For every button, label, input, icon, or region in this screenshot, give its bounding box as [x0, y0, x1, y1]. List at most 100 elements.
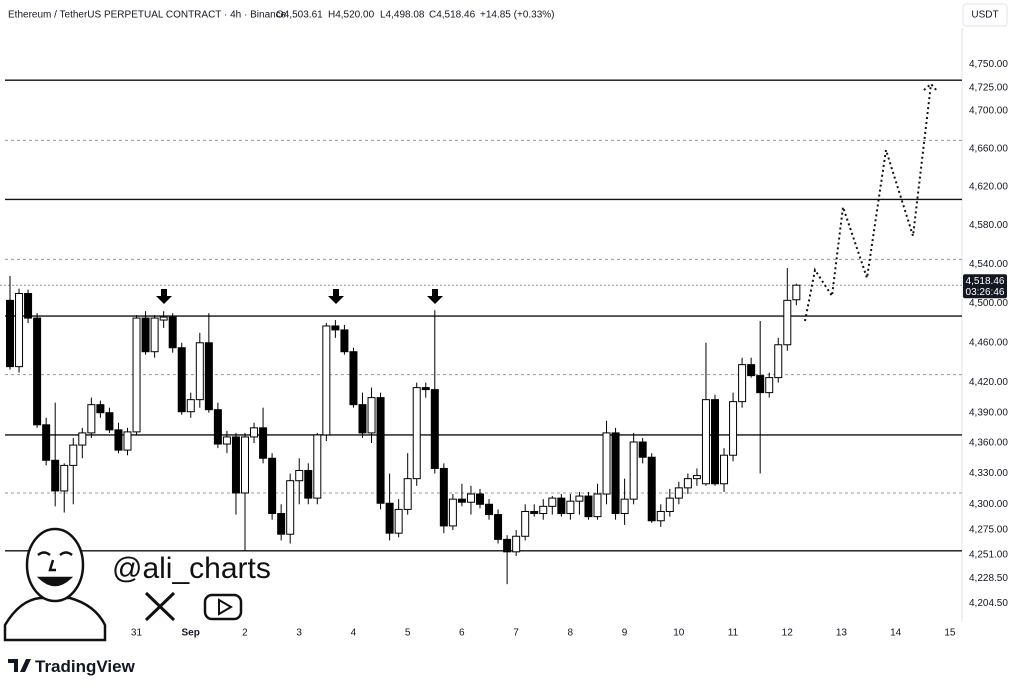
candle-body — [367, 397, 376, 434]
y-tick-label: 4,700.00 — [969, 106, 1008, 117]
y-tick-label: 4,228.50 — [969, 573, 1008, 584]
candle-body — [584, 495, 593, 518]
ohlc-open: O4,503.61 — [276, 10, 323, 21]
candle-body — [774, 344, 783, 379]
ohlc-low: L4,498.08 — [380, 10, 425, 21]
candle-body — [186, 399, 195, 413]
y-tick-label: 4,420.00 — [969, 377, 1008, 388]
x-tick-label: 8 — [568, 628, 574, 639]
last-price-box — [963, 274, 1007, 299]
projection-path — [804, 83, 932, 322]
candle-body — [738, 364, 747, 403]
candle-body — [222, 436, 231, 445]
tradingview-logo — [8, 659, 31, 672]
x-tick-label: 6 — [459, 628, 465, 639]
candle-body — [457, 498, 466, 503]
candle-body — [557, 497, 566, 515]
candle-body — [665, 497, 674, 512]
candle-body — [756, 375, 765, 394]
candle-body — [195, 342, 204, 401]
candle-body — [602, 432, 611, 495]
candle-body — [33, 317, 42, 426]
x-tick-label: 11 — [728, 628, 739, 639]
candle-body — [87, 404, 96, 434]
projection-arrowhead — [923, 82, 939, 93]
candle-body — [141, 317, 150, 353]
candle-body — [539, 505, 548, 515]
candle-body — [421, 387, 430, 391]
candle-body — [485, 503, 494, 516]
candle-body — [394, 508, 403, 534]
candle-body — [349, 351, 358, 406]
candle-body — [51, 459, 60, 492]
candle-body — [15, 292, 24, 368]
y-tick-label: 4,251.00 — [969, 550, 1008, 561]
candle-body — [792, 284, 801, 301]
youtube-play — [218, 598, 233, 616]
countdown-label: 03:26:46 — [966, 287, 1005, 298]
candle-body — [24, 292, 33, 319]
candle-body — [475, 493, 484, 505]
x-tick-label: 7 — [513, 628, 519, 639]
candle-body — [765, 377, 774, 394]
candle-body — [692, 475, 701, 480]
candle-body — [358, 404, 367, 434]
candle-body — [78, 432, 87, 446]
candle-body — [629, 441, 638, 500]
x-tick-label: 10 — [673, 628, 685, 639]
y-tick-label: 4,390.00 — [969, 407, 1008, 418]
candle-body — [611, 432, 620, 515]
ohlc-high: H4,520.00 — [328, 10, 375, 21]
x-tick-label: 4 — [351, 628, 357, 639]
x-tick-label: 15 — [944, 628, 956, 639]
x-logo — [144, 591, 176, 622]
candle-body — [575, 495, 584, 502]
symbol-title: Ethereum / TetherUS PERPETUAL CONTRACT ·… — [8, 10, 287, 21]
candle-body — [240, 436, 249, 494]
candle-body — [277, 513, 286, 535]
candles — [6, 268, 801, 585]
candle-body — [710, 399, 719, 485]
candle-body — [548, 497, 557, 507]
currency-label[interactable]: USDT — [971, 10, 998, 21]
candle-body — [340, 329, 349, 353]
y-tick-label: 4,580.00 — [969, 220, 1008, 231]
candle-body — [729, 401, 738, 456]
candle-body — [430, 389, 439, 469]
candle-body — [683, 478, 692, 489]
candle-body — [213, 409, 222, 445]
candle-body — [720, 454, 729, 485]
y-tick-label: 4,460.00 — [969, 337, 1008, 348]
last-price-label: 4,518.46 — [966, 276, 1005, 287]
candle-body — [783, 299, 792, 346]
candle-body — [286, 480, 295, 535]
candle-body — [566, 500, 575, 515]
candle-body — [701, 399, 710, 485]
candle-body — [521, 510, 530, 537]
candle-body — [313, 434, 322, 499]
candle-body — [412, 387, 421, 480]
currency-button[interactable] — [962, 3, 1008, 27]
candle-body — [747, 364, 756, 377]
y-tick-label: 4,660.00 — [969, 144, 1008, 155]
candle-body — [466, 493, 475, 503]
candle-body — [530, 510, 539, 515]
candle-body — [494, 514, 503, 540]
candle-body — [69, 444, 78, 466]
price-change: +14.85 (+0.33%) — [480, 10, 555, 21]
candle-body — [331, 325, 340, 331]
avatar-nose — [48, 559, 56, 572]
candle-body — [105, 412, 114, 431]
down-arrow — [427, 289, 443, 304]
x-tick-label: Sep — [182, 628, 200, 639]
candle-body — [295, 469, 304, 482]
x-tick-label: 14 — [890, 628, 902, 639]
ohlc-close: C4,518.46 — [429, 10, 476, 21]
candle-body — [231, 436, 240, 494]
y-tick-label: 4,300.00 — [969, 499, 1008, 510]
y-tick-label: 4,750.00 — [969, 59, 1008, 70]
candle-body — [403, 478, 412, 510]
y-tick-label: 4,330.00 — [969, 468, 1008, 479]
x-tick-label: 9 — [622, 628, 628, 639]
